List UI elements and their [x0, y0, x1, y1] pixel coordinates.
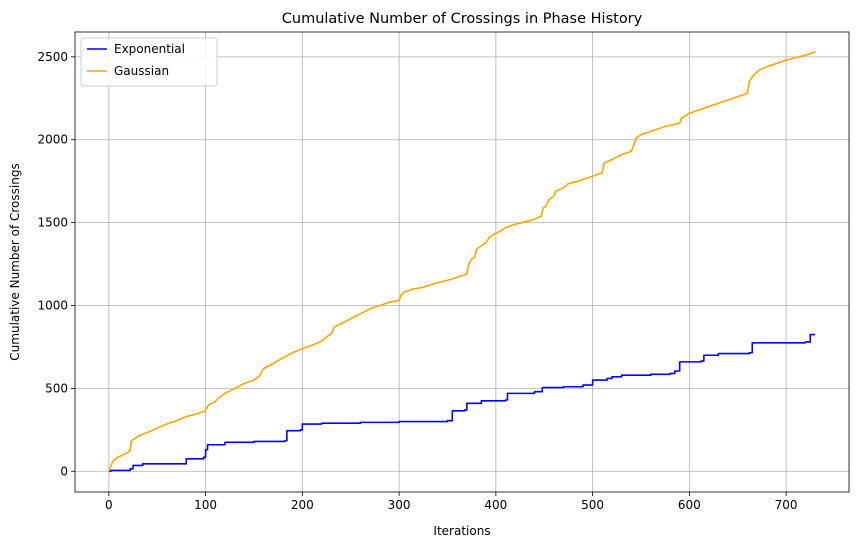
plot-frame: [74, 31, 850, 493]
y-tick-label: 1000: [37, 299, 68, 313]
y-tick-label: 0: [60, 464, 68, 478]
legend: Exponential Gaussian: [80, 37, 218, 87]
x-tick-label: 600: [678, 498, 701, 512]
ticks: 0 100 200 300 400 500 600 700 0 500 1000 1500 2000 25…: [37, 50, 797, 512]
series-layer: [108, 51, 816, 473]
legend-box: [80, 37, 218, 87]
series-line-gaussian: [108, 51, 816, 472]
y-tick-label: 1500: [37, 216, 68, 230]
x-tick-label: 300: [388, 498, 411, 512]
chart-title: Cumulative Number of Crossings in Phase …: [282, 11, 643, 27]
x-tick-label: 500: [581, 498, 604, 512]
x-tick-label: 200: [291, 498, 314, 512]
grid: [75, 32, 849, 492]
x-axis-label: Iterations: [433, 524, 490, 538]
x-tick-label: 700: [775, 498, 798, 512]
y-tick-label: 500: [45, 381, 68, 395]
y-tick-label: 2500: [37, 50, 68, 64]
x-tick-label: 0: [105, 498, 113, 512]
legend-label-gaussian: Gaussian: [114, 64, 169, 78]
x-tick-label: 400: [484, 498, 507, 512]
legend-label-exponential: Exponential: [114, 42, 185, 56]
y-tick-label: 2000: [37, 133, 68, 147]
y-axis-label: Cumulative Number of Crossings: [8, 163, 22, 360]
series-line-exponential: [108, 333, 816, 473]
x-tick-label: 100: [194, 498, 217, 512]
